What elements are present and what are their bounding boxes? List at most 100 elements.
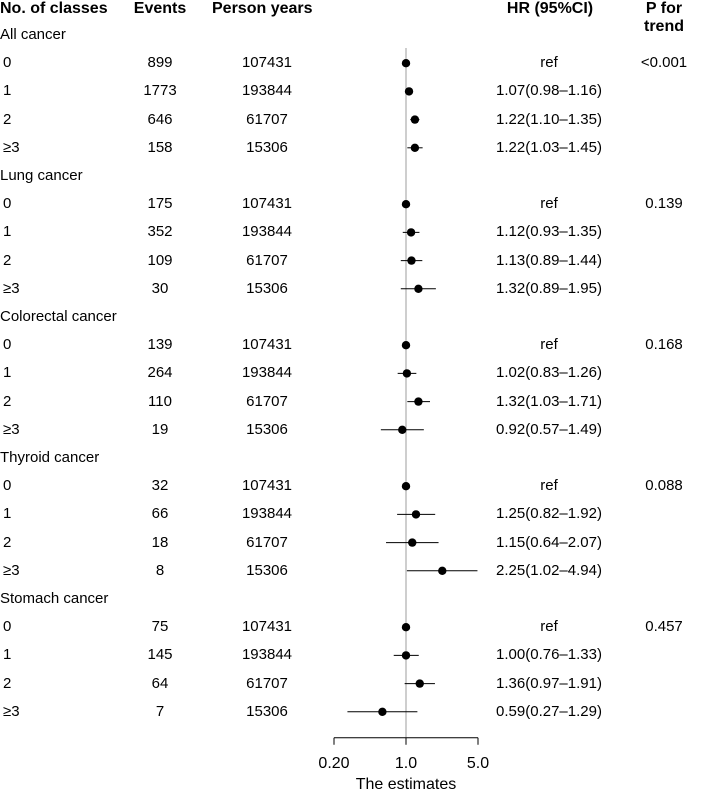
group-label: Stomach cancer: [0, 590, 109, 607]
row-events: 109: [147, 251, 173, 269]
group-label: Colorectal cancer: [0, 308, 117, 325]
point-estimate: [410, 115, 420, 124]
point-estimate: [414, 284, 423, 293]
row-class-label: 0: [3, 54, 12, 72]
row-hr-text: ref: [540, 336, 558, 354]
row-person-years: 193844: [241, 223, 293, 241]
row-person-years: 107431: [241, 195, 293, 213]
point-estimate: [401, 341, 411, 350]
row-class-label: 2: [3, 251, 12, 269]
row-hr-text: 1.32(1.03–1.71): [496, 392, 602, 410]
row-events: 32: [151, 477, 169, 495]
point-estimate: [404, 87, 414, 96]
row-person-years: 193844: [241, 364, 293, 382]
row-class-label: ≥3: [3, 420, 20, 438]
row-class-label: 1: [3, 364, 12, 382]
row-person-years: 61707: [246, 392, 288, 410]
row-person-years: 107431: [241, 477, 293, 495]
point-estimate: [438, 566, 447, 575]
row-person-years: 61707: [246, 533, 288, 551]
row-events: 899: [147, 54, 173, 72]
row-person-years: 15306: [246, 702, 288, 720]
row-events: 64: [151, 674, 169, 692]
row-hr-text: ref: [540, 54, 558, 72]
row-person-years: 193844: [241, 646, 293, 664]
x-tick-label: 1.0: [395, 755, 417, 772]
row-events: 175: [147, 195, 173, 213]
row-class-label: ≥3: [3, 138, 20, 156]
group-label: All cancer: [0, 26, 66, 43]
row-class-label: ≥3: [3, 279, 20, 297]
row-hr-text: 1.13(0.89–1.44): [496, 251, 602, 269]
row-events: 8: [155, 561, 165, 579]
point-estimate: [401, 651, 411, 660]
row-person-years: 61707: [246, 110, 288, 128]
row-events: 30: [151, 279, 169, 297]
row-hr-text: 1.00(0.76–1.33): [496, 646, 602, 664]
row-class-label: 1: [3, 646, 12, 664]
row-class-label: ≥3: [3, 702, 20, 720]
row-person-years: 15306: [246, 420, 288, 438]
row-events: 7: [155, 702, 165, 720]
point-estimate: [407, 256, 416, 265]
row-person-years: 107431: [241, 618, 293, 636]
point-estimate: [401, 623, 411, 632]
point-estimate: [398, 425, 407, 434]
x-axis-label: The estimates: [356, 776, 456, 793]
row-events: 158: [147, 138, 173, 156]
row-hr-text: ref: [540, 618, 558, 636]
group-p-trend: 0.088: [645, 477, 683, 495]
row-class-label: 2: [3, 392, 12, 410]
point-estimate: [410, 143, 420, 152]
header-hr: HR (95%CI): [506, 0, 594, 17]
x-tick-label: 0.20: [318, 755, 349, 772]
row-hr-text: 0.59(0.27–1.29): [496, 702, 602, 720]
row-events: 18: [151, 533, 169, 551]
group-p-trend: 0.457: [645, 618, 683, 636]
row-class-label: ≥3: [3, 561, 20, 579]
point-estimate: [378, 707, 387, 716]
row-hr-text: 1.22(1.03–1.45): [496, 138, 602, 156]
row-events: 75: [151, 618, 169, 636]
row-class-label: 2: [3, 674, 12, 692]
row-events: 646: [147, 110, 173, 128]
row-events: 145: [147, 646, 173, 664]
row-events: 264: [147, 364, 173, 382]
row-events: 66: [151, 505, 169, 523]
point-estimate: [406, 228, 416, 237]
row-hr-text: 1.07(0.98–1.16): [496, 82, 602, 100]
row-hr-text: 1.12(0.93–1.35): [496, 223, 602, 241]
group-label: Lung cancer: [0, 167, 83, 184]
row-person-years: 15306: [246, 138, 288, 156]
row-class-label: 1: [3, 82, 12, 100]
point-estimate: [402, 369, 412, 378]
row-class-label: 0: [3, 336, 12, 354]
row-hr-text: 1.22(1.10–1.35): [496, 110, 602, 128]
row-person-years: 107431: [241, 336, 293, 354]
row-hr-text: 1.32(0.89–1.95): [496, 279, 602, 297]
row-class-label: 0: [3, 195, 12, 213]
x-tick-label: 5.0: [467, 755, 489, 772]
header-classes: No. of classes: [0, 0, 108, 17]
row-hr-text: 1.15(0.64–2.07): [496, 533, 602, 551]
row-events: 352: [147, 223, 173, 241]
point-estimate: [401, 200, 411, 209]
point-estimate: [401, 59, 411, 68]
row-events: 110: [148, 392, 172, 410]
row-class-label: 1: [3, 223, 12, 241]
group-p-trend: 0.139: [645, 195, 683, 213]
row-hr-text: 1.25(0.82–1.92): [496, 505, 602, 523]
row-hr-text: 0.92(0.57–1.49): [496, 420, 602, 438]
row-person-years: 15306: [246, 561, 288, 579]
row-hr-text: ref: [540, 477, 558, 495]
group-p-trend: <0.001: [640, 54, 688, 72]
point-estimate: [415, 679, 424, 688]
row-class-label: 0: [3, 618, 12, 636]
point-estimate: [401, 482, 411, 491]
point-estimate: [408, 538, 417, 547]
row-class-label: 0: [3, 477, 12, 495]
group-label: Thyroid cancer: [0, 449, 100, 466]
row-class-label: 2: [3, 110, 12, 128]
header-p-trend: P for trend: [644, 0, 684, 35]
